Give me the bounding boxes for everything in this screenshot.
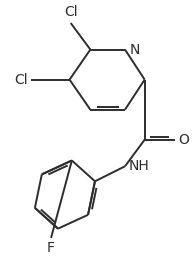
Text: NH: NH	[128, 159, 149, 173]
Text: O: O	[178, 133, 189, 147]
Text: N: N	[129, 42, 140, 56]
Text: Cl: Cl	[64, 5, 78, 19]
Text: F: F	[47, 241, 55, 255]
Text: Cl: Cl	[14, 73, 28, 87]
